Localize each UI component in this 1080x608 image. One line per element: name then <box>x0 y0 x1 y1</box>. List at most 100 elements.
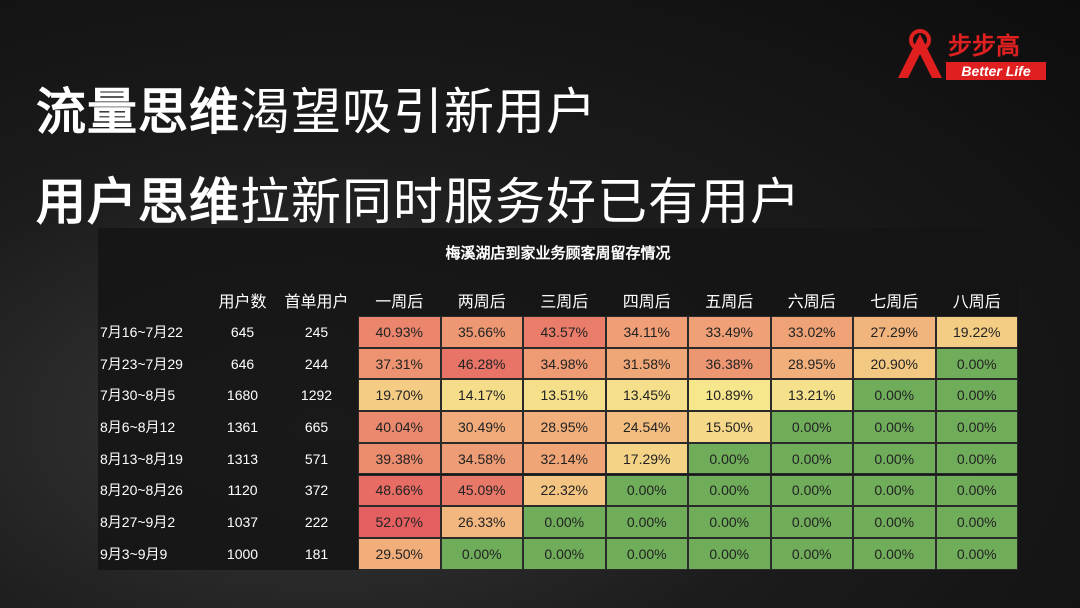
retention-cell: 13.51% <box>523 379 606 412</box>
retention-cell: 0.00% <box>935 411 1018 443</box>
retention-cell: 45.09% <box>440 474 523 507</box>
logo-slogan: Better Life <box>961 63 1030 79</box>
retention-cell: 37.31% <box>358 347 441 380</box>
retention-cell: 24.54% <box>605 411 688 443</box>
retention-cell: 0.00% <box>935 347 1018 380</box>
retention-cell: 0.00% <box>853 474 936 507</box>
retention-cell: 34.98% <box>523 347 606 380</box>
retention-cell: 0.00% <box>523 506 606 538</box>
retention-cell: 0.00% <box>605 537 688 570</box>
retention-cell: 48.66% <box>358 474 441 507</box>
retention-cell: 34.11% <box>605 316 688 348</box>
headline-rest: 渴望吸引新用户 <box>240 84 597 140</box>
retention-cell: 0.00% <box>688 442 771 475</box>
count-cell: 372 <box>304 482 329 499</box>
retention-cell: 15.50% <box>688 411 771 443</box>
retention-cell: 0.00% <box>935 442 1018 475</box>
table-title: 梅溪湖店到家业务顾客周留存情况 <box>445 245 671 262</box>
count-cell: 181 <box>304 545 329 562</box>
retention-cell: 19.22% <box>935 316 1018 348</box>
retention-cell: 35.66% <box>440 316 523 348</box>
retention-cell: 52.07% <box>358 506 441 538</box>
logo-band <box>946 62 1046 80</box>
headline-bold: 用户思维 <box>36 174 240 230</box>
column-header: 六周后 <box>787 294 836 311</box>
retention-cell: 0.00% <box>770 474 853 507</box>
column-header: 一周后 <box>375 294 424 311</box>
count-cell: 222 <box>304 514 329 531</box>
retention-cell: 40.93% <box>358 316 441 348</box>
retention-cell: 17.29% <box>605 442 688 475</box>
retention-cell: 22.32% <box>523 474 606 507</box>
retention-cell: 0.00% <box>688 506 771 538</box>
retention-cell: 0.00% <box>605 506 688 538</box>
retention-cell: 0.00% <box>770 537 853 570</box>
column-header: 首单用户 <box>284 294 349 311</box>
retention-cell: 0.00% <box>770 442 853 475</box>
retention-cell: 0.00% <box>440 537 523 570</box>
column-header: 七周后 <box>870 294 919 311</box>
retention-table: 梅溪湖店到家业务顾客周留存情况 用户数 首单用户 一周后 两周后 三周后 四周后 五周后 六周… <box>98 228 1018 570</box>
row-label: 8月27~9月2 <box>100 514 176 531</box>
count-cell: 244 <box>304 355 329 372</box>
retention-cell: 28.95% <box>523 411 606 443</box>
retention-cell: 0.00% <box>853 379 936 412</box>
retention-cell: 40.04% <box>358 411 441 443</box>
count-cell: 245 <box>304 323 329 340</box>
retention-cell: 20.90% <box>853 347 936 380</box>
headline: 用户思维拉新同时服务好已有用户 <box>36 162 801 234</box>
retention-cell: 28.95% <box>770 347 853 380</box>
retention-cell: 33.02% <box>770 316 853 348</box>
count-cell: 665 <box>304 418 329 435</box>
row-label: 8月13~8月19 <box>100 450 183 467</box>
retention-cell: 0.00% <box>688 474 771 507</box>
retention-cell: 13.45% <box>605 379 688 412</box>
count-cell: 1313 <box>226 450 259 467</box>
count-cell: 1680 <box>226 387 259 404</box>
headline-rest: 拉新同时服务好已有用户 <box>240 174 801 230</box>
retention-cell: 0.00% <box>935 506 1018 538</box>
retention-cell: 14.17% <box>440 379 523 412</box>
retention-cell: 0.00% <box>770 506 853 538</box>
retention-cell: 0.00% <box>770 411 853 443</box>
retention-cell: 0.00% <box>853 411 936 443</box>
column-header: 三周后 <box>540 294 589 311</box>
retention-cell: 0.00% <box>853 442 936 475</box>
row-label: 7月30~8月5 <box>100 387 176 404</box>
count-cell: 571 <box>304 450 329 467</box>
retention-cell: 0.00% <box>853 506 936 538</box>
retention-cell: 0.00% <box>605 474 688 507</box>
retention-cell: 34.58% <box>440 442 523 475</box>
retention-cell: 31.58% <box>605 347 688 380</box>
retention-cell: 39.38% <box>358 442 441 475</box>
column-header: 五周后 <box>705 294 754 311</box>
retention-cell: 33.49% <box>688 316 771 348</box>
retention-cell: 29.50% <box>358 537 441 570</box>
column-header: 用户数 <box>218 294 267 311</box>
row-label: 7月23~7月29 <box>100 355 183 372</box>
retention-cell: 26.33% <box>440 506 523 538</box>
retention-cell: 30.49% <box>440 411 523 443</box>
count-cell: 1000 <box>226 545 259 562</box>
retention-cell: 32.14% <box>523 442 606 475</box>
retention-cell: 0.00% <box>935 474 1018 507</box>
retention-cell: 0.00% <box>935 537 1018 570</box>
retention-cell: 0.00% <box>935 379 1018 412</box>
logo-mark <box>898 34 942 78</box>
count-cell: 1361 <box>226 418 259 435</box>
headline: 流量思维渴望吸引新用户 <box>36 72 597 144</box>
row-label: 7月16~7月22 <box>100 323 183 340</box>
retention-cell: 27.29% <box>853 316 936 348</box>
retention-cell: 10.89% <box>688 379 771 412</box>
row-label: 9月3~9月9 <box>100 545 168 562</box>
count-cell: 1120 <box>227 482 258 499</box>
logo: 步步高 Better Life <box>898 29 1046 80</box>
retention-cell: 46.28% <box>440 347 523 380</box>
row-label: 8月6~8月12 <box>100 418 176 435</box>
retention-cell: 0.00% <box>523 537 606 570</box>
retention-cell: 0.00% <box>688 537 771 570</box>
retention-cell: 13.21% <box>770 379 853 412</box>
column-header: 八周后 <box>952 294 1001 311</box>
column-header: 两周后 <box>457 294 506 311</box>
